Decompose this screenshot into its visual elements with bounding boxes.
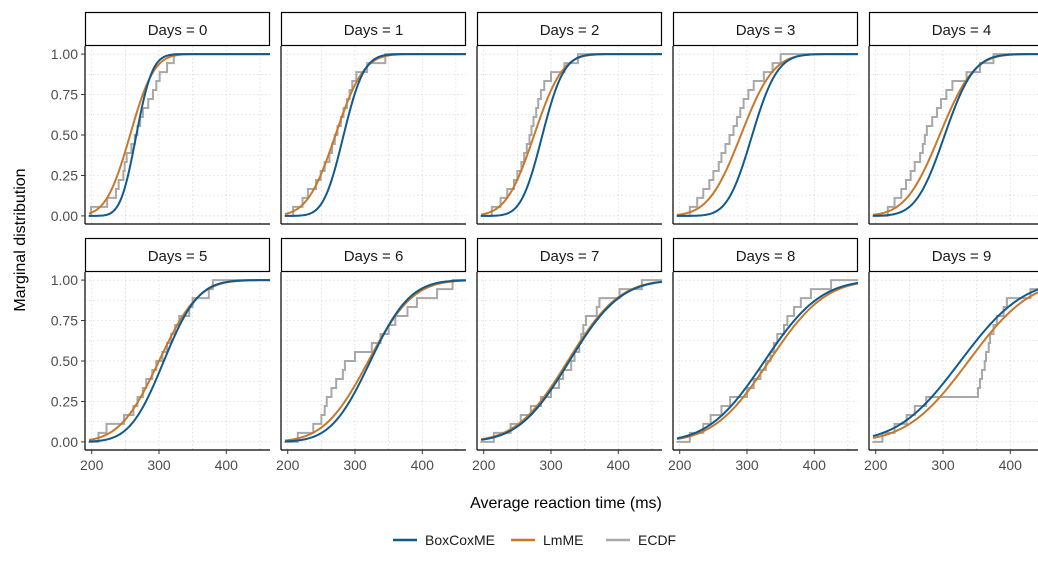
y-tick-label: 0.00 bbox=[51, 434, 78, 450]
facet-strip-label: Days = 3 bbox=[736, 22, 796, 39]
facet-strip-label: Days = 5 bbox=[148, 248, 208, 265]
facet-strip-label: Days = 6 bbox=[344, 248, 404, 265]
facet-strip bbox=[672, 237, 859, 273]
facet-panel: Days = 1 bbox=[280, 11, 467, 225]
series-ecdf-line bbox=[676, 53, 858, 217]
facet-panel: Days = 4 bbox=[868, 11, 1038, 225]
series-boxcox-line bbox=[285, 53, 466, 217]
facet-strip bbox=[84, 11, 271, 47]
series-lmme-line bbox=[284, 53, 466, 216]
y-tick-label: 0.50 bbox=[51, 127, 78, 143]
grid bbox=[477, 46, 662, 224]
grid bbox=[869, 272, 1038, 450]
facet-strip-label: Days = 0 bbox=[148, 22, 208, 39]
series-boxcox-line bbox=[88, 279, 270, 443]
y-tick-label: 1.00 bbox=[51, 272, 78, 288]
series-lmme-line bbox=[872, 291, 1038, 439]
y-axis-label: Marginal distribution bbox=[12, 168, 29, 311]
facet-strip-label: Days = 4 bbox=[932, 22, 992, 39]
series-ecdf-line bbox=[480, 53, 662, 217]
facet-panel: Days = 3 bbox=[672, 11, 859, 225]
series-boxcox-line bbox=[89, 53, 270, 217]
x-axis-label: Average reaction time (ms) bbox=[470, 495, 662, 512]
x-tick-label: 400 bbox=[999, 457, 1023, 473]
x-tick-label: 300 bbox=[539, 457, 563, 473]
facet-strip-label: Days = 7 bbox=[540, 248, 600, 265]
legend-label: ECDF bbox=[638, 532, 676, 548]
x-tick-label: 300 bbox=[147, 457, 171, 473]
series-ecdf-line bbox=[872, 53, 1038, 217]
series-boxcox-line bbox=[480, 280, 662, 441]
x-tick-label: 400 bbox=[803, 457, 827, 473]
facet-strip bbox=[672, 11, 859, 47]
legend-item: BoxCoxME bbox=[393, 532, 495, 548]
x-tick-label: 200 bbox=[668, 457, 692, 473]
legend-item: ECDF bbox=[606, 532, 676, 548]
x-tick-label: 200 bbox=[864, 457, 888, 473]
facet-panel: Days = 9 200 300 400 bbox=[864, 237, 1038, 473]
y-tick-label: 0.25 bbox=[51, 167, 78, 183]
facet-strip bbox=[476, 11, 663, 47]
y-tick-label: 0.00 bbox=[51, 208, 78, 224]
x-tick-label: 300 bbox=[735, 457, 759, 473]
facet-panel: Days = 8 200 300 400 bbox=[668, 237, 859, 473]
grid bbox=[281, 272, 466, 450]
series-boxcox-line bbox=[481, 53, 662, 217]
facet-strip bbox=[84, 237, 271, 273]
x-tick-label: 300 bbox=[343, 457, 367, 473]
legend-item: LmME bbox=[511, 532, 583, 548]
series-ecdf-line bbox=[872, 288, 1038, 443]
series-ecdf-line bbox=[284, 279, 466, 443]
facet-panel: Days = 6 200 300 400 bbox=[276, 237, 467, 473]
legend-label: LmME bbox=[543, 532, 583, 548]
series-boxcox-line bbox=[872, 288, 1038, 437]
series-boxcox-line bbox=[284, 279, 466, 443]
facet-strip bbox=[280, 11, 467, 47]
grid bbox=[869, 46, 1038, 224]
series-lmme-line bbox=[88, 279, 270, 441]
series-ecdf-line bbox=[676, 279, 858, 443]
series-lmme-line bbox=[284, 279, 466, 442]
series-ecdf-line bbox=[480, 279, 662, 443]
facet-strip bbox=[868, 237, 1038, 273]
y-tick-label: 0.75 bbox=[51, 87, 78, 103]
facet-panel: Days = 5 0.00 0.25 0.50 0.75 1.00 200 300 400 bbox=[51, 237, 271, 473]
facet-strip-label: Days = 2 bbox=[540, 22, 600, 39]
grid bbox=[85, 272, 270, 450]
series-lmme-line bbox=[676, 282, 858, 441]
x-tick-label: 400 bbox=[411, 457, 435, 473]
facet-strip bbox=[280, 237, 467, 273]
facet-strip bbox=[868, 11, 1038, 47]
y-tick-label: 0.75 bbox=[51, 313, 78, 329]
facet-strip-label: Days = 8 bbox=[736, 248, 796, 265]
legend-label: BoxCoxME bbox=[425, 532, 495, 548]
facet-strip-label: Days = 9 bbox=[932, 248, 992, 265]
facet-panel: Days = 7 200 300 400 bbox=[472, 237, 663, 473]
x-tick-label: 200 bbox=[80, 457, 104, 473]
series-boxcox-line bbox=[873, 53, 1038, 217]
x-tick-label: 200 bbox=[472, 457, 496, 473]
y-tick-label: 0.25 bbox=[51, 393, 78, 409]
legend: BoxCoxME LmME ECDF bbox=[393, 532, 676, 548]
x-tick-label: 400 bbox=[215, 457, 239, 473]
facet-panel: Days = 0 0.00 0.25 0.50 0.75 1.00 bbox=[51, 11, 271, 225]
facet-panels: Days = 0 0.00 0.25 0.50 0.75 1.00 Days = 1 Days… bbox=[51, 11, 1038, 473]
x-tick-label: 300 bbox=[931, 457, 955, 473]
y-tick-label: 0.50 bbox=[51, 353, 78, 369]
series-boxcox-line bbox=[676, 281, 858, 440]
series-boxcox-line bbox=[677, 53, 858, 217]
facet-panel: Days = 2 bbox=[476, 11, 663, 225]
series-ecdf-line bbox=[88, 279, 270, 443]
y-tick-label: 1.00 bbox=[51, 46, 78, 62]
facet-strip-label: Days = 1 bbox=[344, 22, 404, 39]
x-tick-label: 400 bbox=[607, 457, 631, 473]
series-lmme-line bbox=[872, 53, 1038, 216]
grid bbox=[281, 46, 466, 224]
facet-strip bbox=[476, 237, 663, 273]
x-tick-label: 200 bbox=[276, 457, 300, 473]
series-ecdf-line bbox=[88, 53, 270, 217]
